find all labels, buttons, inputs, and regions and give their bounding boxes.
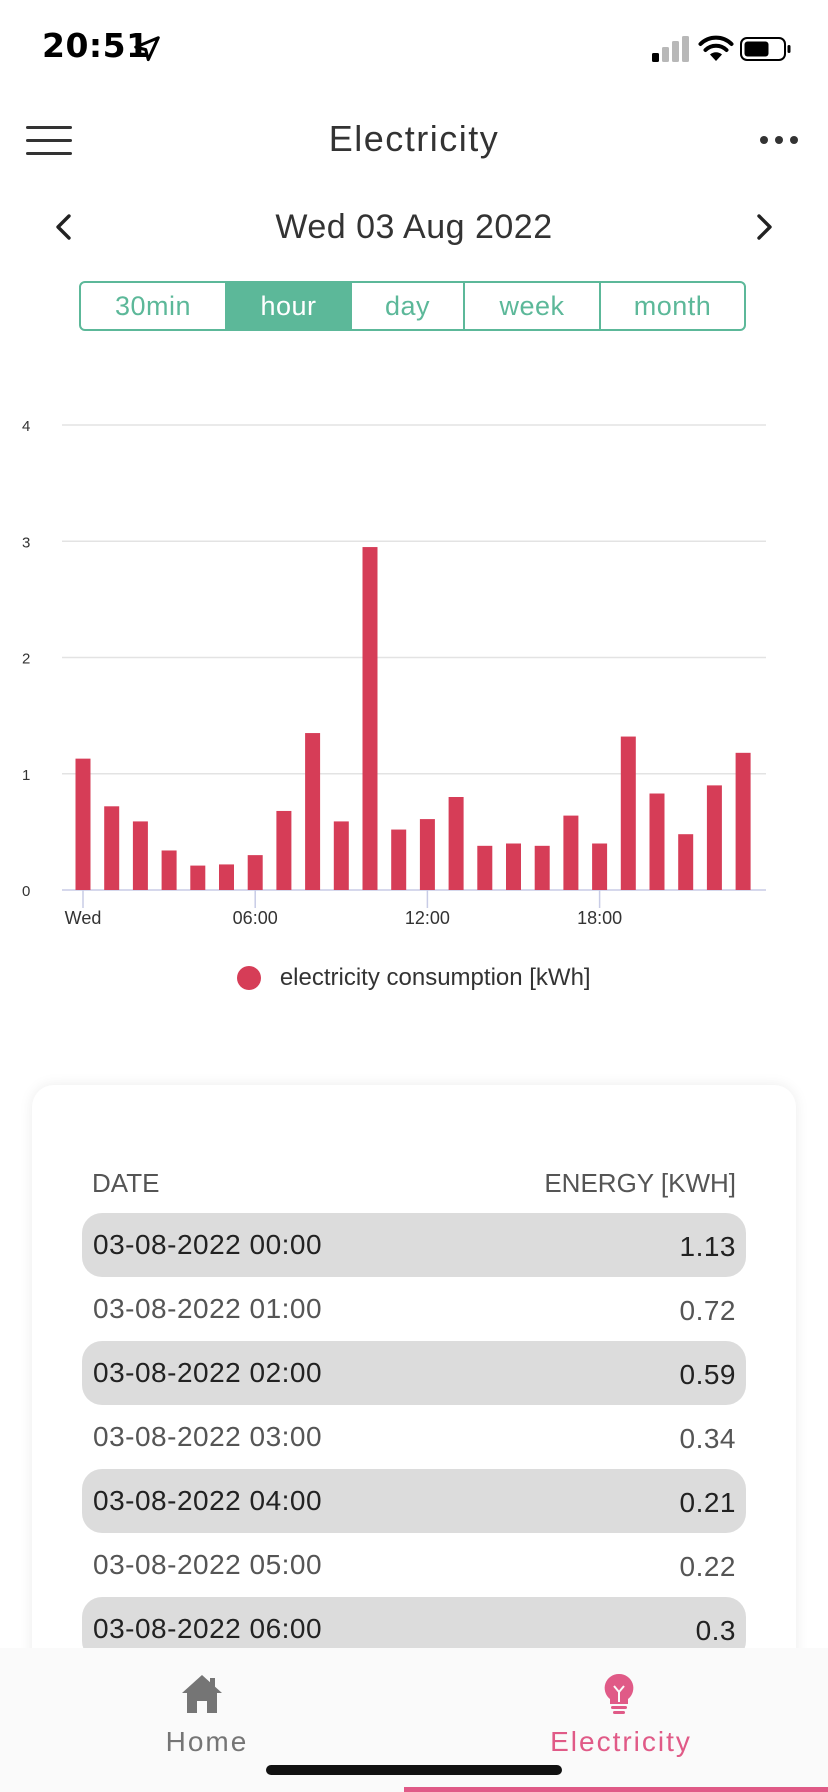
row-energy: 0.22 — [679, 1551, 736, 1582]
row-energy: 0.34 — [679, 1423, 736, 1454]
chart-bar — [276, 810, 292, 890]
table-header: DATE ENERGY [KWH] — [60, 1164, 736, 1204]
date-navigator: Wed 03 Aug 2022 — [0, 196, 828, 258]
column-header-date: DATE — [92, 1168, 160, 1198]
chart-bar — [247, 855, 263, 890]
chart-bar — [391, 829, 407, 890]
chart-bar — [706, 785, 722, 890]
table-row[interactable]: 03-08-2022 01:00 0.72 — [82, 1277, 746, 1341]
row-date: 03-08-2022 04:00 — [93, 1485, 323, 1516]
battery-icon — [740, 37, 791, 61]
chart-bar — [448, 797, 464, 890]
row-energy: 1.13 — [679, 1231, 736, 1262]
chart-bar — [592, 843, 608, 890]
x-tick-label: 06:00 — [233, 908, 278, 928]
date-label: Wed 03 Aug 2022 — [275, 208, 553, 246]
chart-bar — [333, 821, 349, 890]
chevron-right-icon[interactable] — [748, 212, 778, 242]
y-tick-label: 2 — [22, 651, 30, 668]
chart-bar — [104, 806, 120, 890]
lightbulb-icon — [604, 1673, 634, 1714]
row-energy: 0.21 — [679, 1487, 736, 1518]
chart-bar — [678, 834, 694, 890]
status-time: 20:51 — [42, 26, 150, 65]
chart-bar — [506, 843, 521, 890]
header-bar: Electricity — [0, 100, 828, 180]
row-date: 03-08-2022 00:00 — [93, 1229, 323, 1260]
chevron-left-icon[interactable] — [50, 212, 80, 242]
chart-bar — [190, 865, 206, 890]
table-row[interactable]: 03-08-2022 05:00 0.22 — [82, 1533, 746, 1597]
y-tick-label: 0 — [22, 883, 30, 900]
table-body: 03-08-2022 00:00 1.13 03-08-2022 01:00 0… — [82, 1213, 746, 1661]
cellular-signal-icon — [652, 36, 689, 62]
chart-bar — [735, 752, 751, 890]
x-tick-label: Wed — [65, 908, 102, 928]
row-date: 03-08-2022 06:00 — [93, 1613, 323, 1644]
y-tick-label: 3 — [22, 534, 30, 551]
hamburger-menu-icon[interactable] — [26, 126, 72, 156]
table-row[interactable]: 03-08-2022 04:00 0.21 — [82, 1469, 746, 1533]
row-date: 03-08-2022 01:00 — [93, 1293, 323, 1324]
table-row[interactable]: 03-08-2022 03:00 0.34 — [82, 1405, 746, 1469]
location-arrow-icon — [134, 36, 160, 62]
chart-bar — [620, 736, 636, 890]
status-bar: 20:51 — [0, 0, 828, 100]
table-row[interactable]: 03-08-2022 02:00 0.59 — [82, 1341, 746, 1405]
chart-bar — [563, 815, 579, 890]
chart-bar — [362, 547, 378, 890]
row-date: 03-08-2022 03:00 — [93, 1421, 323, 1452]
row-energy: 0.72 — [679, 1295, 736, 1326]
row-energy: 0.59 — [679, 1359, 736, 1390]
segment-month[interactable]: month — [633, 290, 712, 321]
x-tick-label: 12:00 — [405, 908, 450, 928]
chart-bar — [419, 819, 435, 890]
more-dots-icon[interactable] — [760, 136, 802, 146]
period-segmented-control: 30min hour day week month — [79, 281, 746, 331]
page-title: Electricity — [328, 118, 500, 159]
table-row[interactable]: 03-08-2022 00:00 1.13 — [82, 1213, 746, 1277]
chart-bar — [477, 845, 493, 890]
chart-bar — [161, 850, 177, 890]
tab-home[interactable]: Home — [0, 1648, 414, 1792]
legend-label: electricity consumption [kWh] — [279, 964, 591, 991]
chart-legend: electricity consumption [kWh] — [0, 964, 828, 1000]
segment-hour[interactable]: hour — [227, 283, 352, 329]
chart-bar — [534, 845, 550, 890]
row-date: 03-08-2022 02:00 — [93, 1357, 323, 1388]
bar-chart-svg: 0 1 2 3 4 Wed 06:00 12:00 18:00 — [22, 418, 766, 928]
home-icon — [182, 1675, 222, 1713]
chart-bar — [219, 864, 234, 890]
chart-bar — [649, 793, 665, 890]
y-tick-label: 4 — [22, 418, 30, 435]
x-tick-label: 18:00 — [577, 908, 622, 928]
segment-week[interactable]: week — [465, 283, 601, 329]
home-indicator — [266, 1765, 562, 1775]
segment-30min[interactable]: 30min — [81, 283, 227, 329]
segment-day[interactable]: day — [352, 283, 465, 329]
row-date: 03-08-2022 05:00 — [93, 1549, 323, 1580]
row-energy: 0.3 — [695, 1615, 736, 1646]
consumption-chart: 0 1 2 3 4 Wed 06:00 12:00 18:00 — [0, 400, 828, 940]
tab-home-label: Home — [165, 1726, 249, 1757]
chart-bar — [75, 758, 91, 890]
tab-electricity-label: Electricity — [550, 1726, 692, 1757]
column-header-energy: ENERGY [KWH] — [544, 1168, 736, 1198]
tab-electricity[interactable]: Electricity — [414, 1648, 828, 1792]
chart-bar — [305, 733, 321, 890]
chart-bar — [132, 821, 148, 890]
legend-swatch — [237, 966, 262, 990]
y-tick-label: 1 — [22, 767, 30, 784]
wifi-icon — [698, 35, 734, 61]
active-tab-indicator — [404, 1787, 828, 1792]
